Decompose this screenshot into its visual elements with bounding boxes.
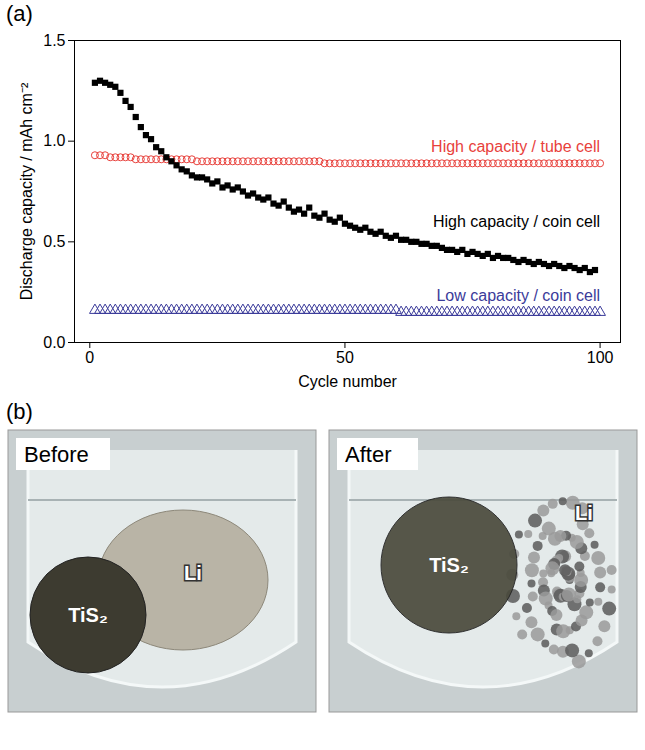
svg-text:0.0: 0.0 — [43, 334, 65, 351]
svg-text:TiS₂: TiS₂ — [429, 554, 469, 576]
svg-text:Li: Li — [575, 502, 593, 524]
svg-text:100: 100 — [587, 349, 614, 366]
svg-text:50: 50 — [336, 349, 354, 366]
svg-text:High capacity / tube cell: High capacity / tube cell — [431, 138, 600, 155]
svg-text:1.0: 1.0 — [43, 132, 65, 149]
svg-text:After: After — [345, 442, 391, 467]
svg-text:TiS₂: TiS₂ — [68, 604, 108, 626]
svg-text:0.5: 0.5 — [43, 233, 65, 250]
svg-text:1.5: 1.5 — [43, 32, 65, 49]
html-text:(b): (b) — [6, 399, 33, 424]
svg-text:Cycle number: Cycle number — [298, 373, 397, 390]
svg-text:Low capacity / coin cell: Low capacity / coin cell — [436, 287, 600, 304]
svg-text:Discharge capacity / mAh cm⁻²: Discharge capacity / mAh cm⁻² — [18, 82, 35, 300]
svg-text:Li: Li — [184, 562, 202, 584]
svg-text:High capacity / coin cell: High capacity / coin cell — [433, 213, 600, 230]
svg-text:0: 0 — [85, 349, 94, 366]
html-text:(a): (a) — [6, 1, 33, 26]
svg-text:Before: Before — [24, 442, 89, 467]
